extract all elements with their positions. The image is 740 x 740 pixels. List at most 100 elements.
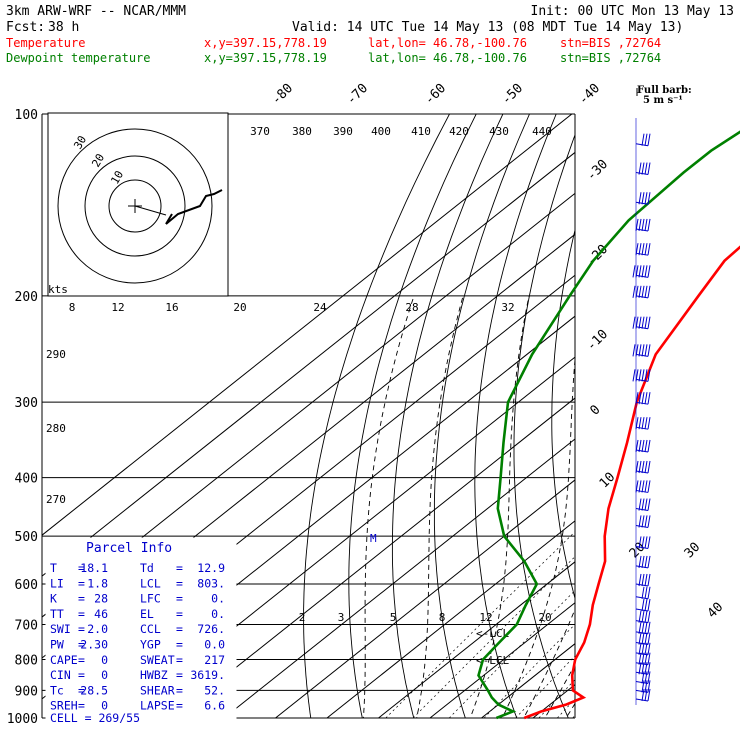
- wind-barb-flag: [632, 344, 636, 357]
- wind-barb-flag: [638, 642, 642, 655]
- theta-label: 440: [532, 125, 552, 138]
- wind-barb: [632, 369, 651, 382]
- isotherm: [172, 397, 575, 718]
- wind-barb-flag: [644, 162, 648, 175]
- wind-barb-flag: [635, 460, 639, 474]
- parcel-info-cell: =: [78, 653, 85, 667]
- wind-barb-flag: [641, 392, 645, 405]
- wind-barb: [632, 265, 651, 278]
- mixing-ratio-line: [538, 679, 575, 718]
- wind-barb: [635, 642, 651, 656]
- parcel-info-cell: CAPE: [50, 653, 78, 667]
- parcel-info-title: Parcel Info: [86, 541, 172, 556]
- pressure-tick-label: 1000: [7, 712, 38, 727]
- dry-adiabat: [303, 114, 450, 718]
- parcel-info-cell: T: [50, 561, 57, 575]
- parcel-info-cell: 0.0: [204, 638, 225, 652]
- wind-barb-flag: [644, 671, 648, 684]
- mixing-ratio-line: [385, 531, 575, 718]
- wind-barb-flag: [638, 632, 642, 645]
- latlon-dew: lat,lon= 46.78,-100.76: [368, 51, 527, 65]
- theta-label: 430: [489, 125, 509, 138]
- wind-barb: [635, 480, 651, 493]
- mixing-ratio-label: 3: [338, 611, 345, 624]
- parcel-info-cell: K: [50, 592, 57, 606]
- wind-barb-flag: [644, 218, 648, 232]
- isotherm: [532, 683, 575, 718]
- wind-barb-flag: [641, 316, 645, 329]
- hodograph-ring-label: 10: [108, 169, 126, 187]
- mixing-ratio-label: 8: [69, 301, 76, 314]
- pressure-tick-label: 400: [15, 472, 38, 487]
- wind-barb-flag: [641, 632, 645, 645]
- wind-barb-flag: [638, 162, 642, 175]
- parcel-info-cell: =: [176, 683, 183, 697]
- wind-barb: [635, 417, 651, 430]
- wind-barb-flag: [641, 192, 645, 205]
- wind-barb-flag: [641, 586, 645, 599]
- wind-barb-flag: [641, 162, 645, 175]
- wind-barb-flag: [635, 285, 639, 298]
- wind-barb-flag: [635, 480, 639, 493]
- parcel-info-cell: Td: [140, 561, 154, 575]
- pressure-tick-label: 800: [15, 653, 38, 668]
- wind-barb-flag: [647, 621, 651, 634]
- parcel-info-cell: LCL: [140, 576, 161, 590]
- wind-barb-flag: [647, 586, 651, 599]
- wind-barb: [635, 573, 651, 587]
- wind-barb-flag: [644, 480, 648, 493]
- wind-barb-flag: [647, 688, 651, 702]
- wind-barbs: [632, 118, 651, 705]
- dry-adiabat: [348, 114, 477, 718]
- parcel-info-cell: 0: [101, 653, 108, 667]
- parcel-info-cell: =: [176, 699, 183, 713]
- wind-barb-flag: [635, 369, 639, 382]
- mixing-ratio-line: [572, 714, 575, 718]
- wind-barb-flag: [647, 265, 651, 278]
- mixing-ratio-line: [515, 655, 575, 718]
- parcel-info-cell: =: [78, 699, 85, 713]
- isotherm: [223, 438, 575, 718]
- moist-adiabat: [501, 353, 575, 718]
- wind-barb-flag: [638, 243, 642, 256]
- wind-barb-flag: [641, 621, 645, 634]
- wind-barb-flag: [644, 632, 648, 645]
- wind-barb-flag: [647, 162, 651, 175]
- wind-barb-flag: [644, 439, 648, 453]
- wind-barb-flag: [641, 460, 645, 474]
- wind-barb: [635, 133, 651, 147]
- wind-barb-flag: [638, 392, 642, 405]
- temperature-line: [523, 245, 740, 720]
- parcel-info-cell: SREH: [50, 699, 78, 713]
- moist-adiabat: [579, 296, 740, 731]
- parcel-info-cell: 0: [101, 668, 108, 682]
- dry-adiabat-label: 290: [46, 348, 66, 361]
- wind-barb-flag: [638, 536, 642, 549]
- wind-barb-flag: [632, 316, 636, 329]
- parcel-info-cell: 52.: [204, 683, 225, 697]
- m-marker: M: [370, 532, 377, 545]
- wind-barb: [635, 392, 651, 405]
- wind-barb-flag: [644, 192, 648, 205]
- hodograph-ring-label: 30: [71, 134, 89, 152]
- wind-barb-flag: [647, 610, 651, 623]
- wind-barb: [632, 316, 651, 330]
- wind-barb-flag: [638, 652, 642, 665]
- wind-barb-flag: [632, 265, 636, 278]
- isotherm: [585, 114, 740, 718]
- clipped-grid: [42, 114, 740, 731]
- wind-barb-flag: [644, 265, 648, 278]
- wind-barb-flag: [641, 610, 645, 623]
- wind-barb-flag: [644, 586, 648, 599]
- hodograph-ring: [84, 155, 186, 257]
- temperature-legend: Temperature: [6, 36, 85, 50]
- isotherm: [42, 192, 575, 618]
- hodograph-frame: [47, 112, 229, 297]
- wind-barb: [635, 621, 651, 635]
- parcel-info-cell: 46: [94, 607, 108, 621]
- pressure-labels: 100 200 300 400 500 600 700 800 900 1000: [7, 108, 38, 727]
- wind-barb-flag: [641, 344, 645, 357]
- wind-barb-flag: [647, 662, 651, 675]
- wind-barb-flag: [647, 480, 651, 493]
- hodograph-trace-tail: [165, 213, 173, 225]
